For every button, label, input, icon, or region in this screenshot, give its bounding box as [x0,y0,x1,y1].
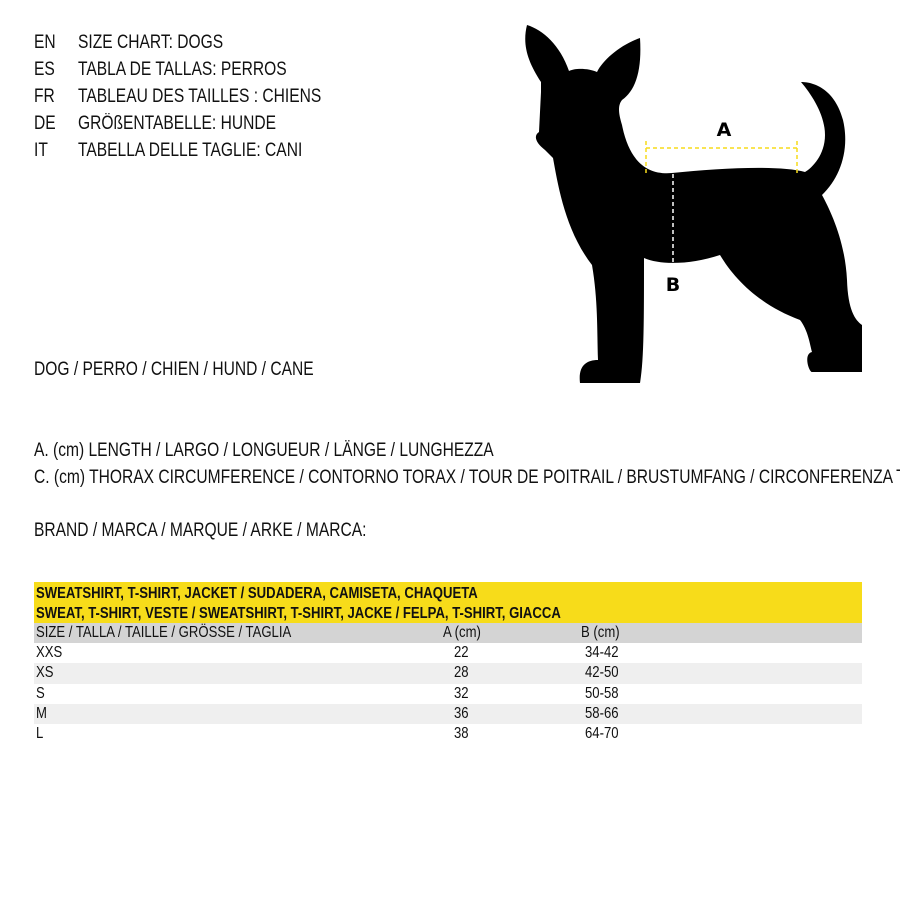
table-row: XS 28 42-50 [34,663,862,684]
table-title-line: SWEATSHIRT, T-SHIRT, JACKET / SUDADERA, … [36,585,478,602]
title: SIZE CHART: DOGS [78,32,224,53]
title: TABLA DE TALLAS: PERROS [78,59,287,80]
a-cell: 38 [454,724,469,742]
table-row: L 38 64-70 [34,724,862,744]
b-cell: 64-70 [585,724,619,742]
lang-code: FR [34,86,55,107]
dog-silhouette [525,25,862,383]
table-title-line: SWEAT, T-SHIRT, VESTE / SWEATSHIRT, T-SH… [36,605,561,622]
b-cell: 34-42 [585,644,619,662]
measure-a-legend: A. (cm) LENGTH / LARGO / LONGUEUR / LÄNG… [34,440,494,461]
brand-label: BRAND / MARCA / MARQUE / ARKE / MARCA: [34,520,367,541]
size-cell: S [36,684,45,702]
measure-c-legend: C. (cm) THORAX CIRCUMFERENCE / CONTORNO … [34,467,900,488]
column-header-b: B (cm) [581,624,620,641]
size-cell: L [36,724,44,742]
size-cell: XXS [36,644,63,662]
label-a: A [717,119,732,141]
lang-code: ES [34,59,55,80]
a-cell: 32 [454,684,469,702]
column-header-a: A (cm) [443,624,481,641]
column-header-size: SIZE / TALLA / TAILLE / GRÖSSE / TAGLIA [36,624,292,641]
a-cell: 36 [454,704,469,722]
b-cell: 50-58 [585,684,619,702]
label-b: B [666,274,680,296]
table-row: XXS 22 34-42 [34,643,862,663]
length-a-marker [645,141,798,174]
title: GRÖßENTABELLE: HUNDE [78,113,276,134]
table-row: S 32 50-58 [34,684,862,704]
size-table: SWEATSHIRT, T-SHIRT, JACKET / SUDADERA, … [34,582,862,744]
animal-label: DOG / PERRO / CHIEN / HUND / CANE [34,359,314,380]
table-title: SWEATSHIRT, T-SHIRT, JACKET / SUDADERA, … [34,582,862,623]
lang-code: IT [34,140,48,161]
b-cell: 42-50 [585,664,619,682]
b-cell: 58-66 [585,704,619,722]
a-cell: 28 [454,664,469,682]
a-cell: 22 [454,644,469,662]
title: TABELLA DELLE TAGLIE: CANI [78,140,303,161]
lang-code: EN [34,32,56,53]
size-cell: XS [36,664,54,682]
table-row: M 36 58-66 [34,703,862,724]
size-cell: M [36,704,47,722]
lang-code: DE [34,113,56,134]
table-header-row: SIZE / TALLA / TAILLE / GRÖSSE / TAGLIA … [34,623,862,644]
title: TABLEAU DES TAILLES : CHIENS [78,86,322,107]
dog-silhouette-diagram: A B [525,25,862,383]
